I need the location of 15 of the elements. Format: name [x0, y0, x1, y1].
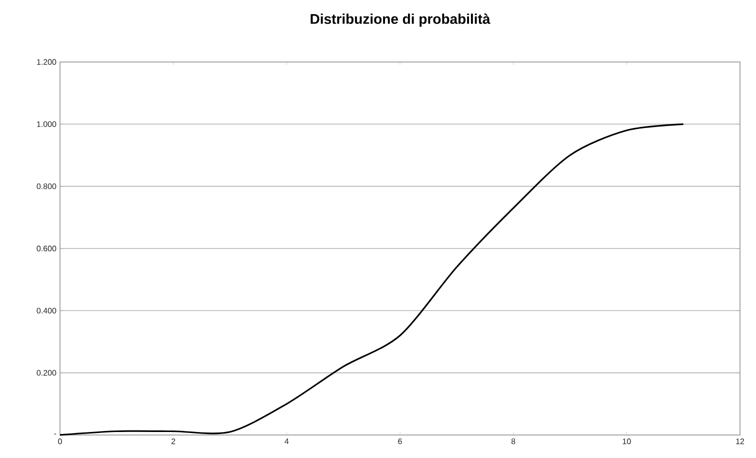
x-tick-label: 4 — [284, 438, 289, 444]
x-tick-label: 6 — [398, 438, 402, 444]
x-tick-label: 0 — [58, 438, 62, 444]
y-tick-label: 0.800 — [36, 183, 56, 190]
chart-title: Distribuzione di probabilità — [310, 14, 490, 27]
y-tick-label: 0.200 — [36, 370, 56, 376]
y-tick-label: 1.200 — [37, 59, 56, 65]
y-tick-label: 0.600 — [36, 246, 56, 252]
y-tick-label: 1.000 — [37, 121, 56, 127]
x-tick-label: 12 — [736, 438, 744, 444]
line-series — [59, 123, 684, 436]
x-tick-label: 8 — [511, 438, 516, 444]
y-tick-label: 0.400 — [36, 308, 56, 314]
x-tick-label: 10 — [622, 438, 631, 444]
x-tick-label: 2 — [172, 438, 176, 444]
